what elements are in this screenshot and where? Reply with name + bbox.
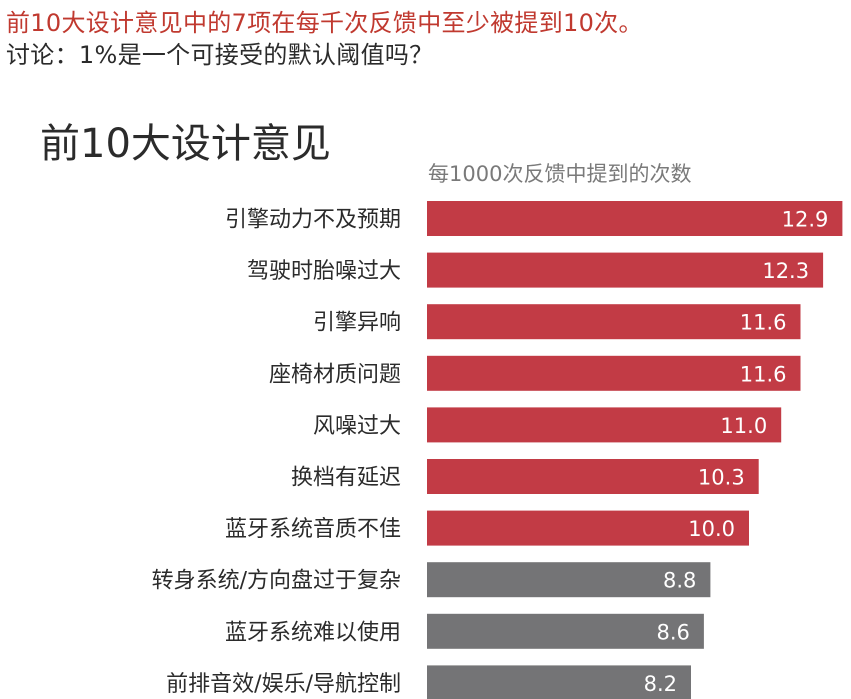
bar-9 bbox=[427, 613, 704, 649]
value-label-10: 8.2 bbox=[644, 672, 677, 696]
category-label-7: 蓝牙系统音质不佳 bbox=[225, 517, 401, 542]
bar-7 bbox=[427, 510, 749, 546]
value-label-9: 8.6 bbox=[656, 620, 689, 644]
value-label-3: 11.6 bbox=[740, 311, 787, 335]
category-label-1: 引擎动力不及预期 bbox=[225, 208, 401, 233]
value-label-6: 10.3 bbox=[698, 466, 745, 490]
category-label-3: 引擎异响 bbox=[313, 311, 401, 336]
bar-4 bbox=[427, 355, 801, 391]
bar-8 bbox=[427, 562, 711, 598]
headline-line2: 讨论：1%是一个可接受的默认阈值吗？ bbox=[6, 41, 434, 69]
value-label-4: 11.6 bbox=[740, 362, 787, 386]
bar-6 bbox=[427, 459, 759, 494]
category-label-9: 蓝牙系统难以使用 bbox=[225, 620, 401, 645]
bar-5 bbox=[427, 407, 782, 443]
bar-1 bbox=[427, 201, 843, 236]
headline: 前10大设计意见中的7项在每千次反馈中至少被提到10次。 讨论：1%是一个可接受… bbox=[6, 8, 643, 70]
category-label-6: 换档有延迟 bbox=[291, 466, 401, 491]
category-label-8: 转身系统/方向盘过于复杂 bbox=[152, 569, 401, 594]
value-label-7: 10.0 bbox=[688, 517, 735, 541]
category-label-5: 风噪过大 bbox=[313, 414, 401, 439]
value-label-2: 12.3 bbox=[762, 259, 809, 283]
headline-line1: 前10大设计意见中的7项在每千次反馈中至少被提到10次。 bbox=[6, 9, 643, 37]
value-label-8: 8.8 bbox=[663, 569, 696, 593]
bar-10 bbox=[427, 665, 691, 699]
category-label-10: 前排音效/娱乐/导航控制 bbox=[166, 672, 401, 697]
chart-subtitle: 每1000次反馈中提到的次数 bbox=[428, 162, 692, 186]
value-label-5: 11.0 bbox=[720, 414, 767, 438]
value-label-1: 12.9 bbox=[782, 208, 829, 232]
bar-2 bbox=[427, 252, 824, 288]
category-label-2: 驾驶时胎噪过大 bbox=[247, 259, 401, 284]
category-label-4: 座椅材质问题 bbox=[269, 362, 401, 387]
chart-title: 前10大设计意见 bbox=[40, 121, 331, 167]
bar-3 bbox=[427, 304, 801, 340]
